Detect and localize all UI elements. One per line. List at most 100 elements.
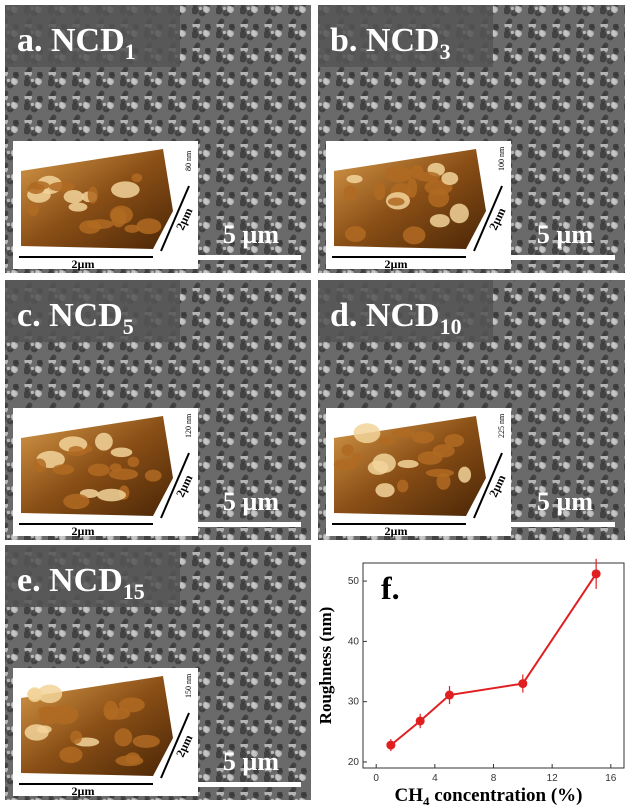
afm-grain: [59, 747, 82, 763]
afm-grain: [436, 473, 450, 490]
x-axis-label-part: CH: [394, 785, 423, 805]
panel-label-text: c. NCD: [17, 297, 123, 334]
inset-z-label: 100 nm: [497, 146, 506, 171]
afm-grain: [397, 480, 408, 493]
afm-grain: [450, 204, 469, 224]
afm-grain: [430, 214, 450, 227]
afm-grain: [145, 470, 162, 482]
data-point: [386, 741, 395, 750]
inset-z-label: 80 nm: [184, 150, 193, 171]
afm-grain: [353, 423, 380, 443]
figure: a. NCD12µm2µm80 nm5 µmb. NCD32µm2µm100 n…: [0, 0, 627, 805]
afm-grain: [125, 225, 140, 233]
inset-x-label: 2µm: [72, 784, 95, 798]
y-tick-label: 30: [348, 697, 360, 708]
y-tick-label: 20: [348, 757, 360, 768]
afm-grain: [392, 429, 414, 438]
panel-label-text: e. NCD: [17, 562, 123, 599]
afm-grain: [110, 206, 133, 224]
afm-grain: [97, 489, 126, 502]
x-tick-label: 16: [605, 773, 617, 784]
inset-z-label: 120 nm: [184, 413, 193, 438]
afm-grain: [347, 175, 363, 183]
scale-bar-label: 5 µm: [537, 487, 593, 516]
x-axis-label: CH4 concentration (%): [394, 785, 582, 805]
afm-grain: [127, 457, 139, 468]
scale-bar: [505, 522, 615, 527]
data-point: [592, 569, 601, 578]
scale-bar: [191, 782, 301, 787]
afm-grain: [114, 728, 132, 746]
x-tick-label: 8: [491, 773, 497, 784]
scale-bar-label: 5 µm: [223, 220, 279, 249]
afm-grain: [27, 203, 39, 216]
panel-label-sub: 1: [125, 39, 136, 64]
y-tick-label: 50: [348, 576, 360, 587]
afm-grain: [403, 226, 426, 244]
afm-grain: [345, 226, 366, 242]
afm-grain: [25, 724, 49, 740]
panel-label-sub: 3: [440, 39, 451, 64]
afm-grain: [341, 444, 353, 456]
afm-grain: [444, 434, 464, 447]
scale-bar: [191, 522, 301, 527]
afm-grain: [441, 172, 458, 185]
x-tick-label: 4: [432, 773, 438, 784]
afm-grain: [63, 494, 89, 509]
afm-grain: [458, 467, 471, 483]
data-point: [445, 691, 454, 700]
afm-grain: [95, 433, 113, 451]
panel-label-sub: 5: [123, 314, 134, 339]
scale-bar: [505, 255, 615, 260]
afm-grain: [133, 735, 160, 748]
afm-grain: [87, 219, 114, 229]
afm-grain: [70, 730, 82, 743]
panel-label: c. NCD5: [17, 297, 134, 339]
afm-grain: [398, 460, 419, 468]
plot-frame: [363, 563, 624, 768]
afm-grain: [428, 189, 449, 208]
inset-x-label: 2µm: [72, 257, 95, 271]
afm-grain: [385, 166, 413, 182]
x-axis-label-part: concentration (%): [429, 785, 582, 805]
afm-grain: [407, 178, 417, 198]
y-tick-label: 40: [348, 636, 360, 647]
afm-grain: [50, 705, 78, 724]
afm-grain: [115, 755, 143, 766]
panel-label-sub: 15: [123, 579, 145, 604]
data-point: [416, 716, 425, 725]
panel-label-text: d. NCD: [330, 297, 440, 334]
afm-grain: [28, 687, 43, 702]
afm-grain: [111, 181, 140, 198]
panel-label-text: b. NCD: [330, 22, 440, 59]
afm-grain: [88, 464, 110, 477]
scale-bar-label: 5 µm: [223, 747, 279, 776]
panel-label-sub: 10: [440, 314, 462, 339]
afm-grain: [412, 431, 435, 443]
panel-label: f.: [381, 570, 400, 606]
scale-bar-label: 5 µm: [537, 220, 593, 249]
afm-grain: [375, 483, 394, 497]
inset-z-label: 150 nm: [184, 673, 193, 698]
afm-grain: [344, 185, 358, 201]
afm-grain: [33, 458, 46, 472]
x-tick-label: 0: [373, 773, 379, 784]
afm-grain: [64, 190, 84, 203]
y-axis-label: Roughness (nm): [316, 607, 335, 725]
afm-grain: [69, 446, 84, 455]
afm-grain: [410, 165, 423, 179]
afm-grain: [49, 182, 75, 192]
inset-z-label: 225 nm: [497, 413, 506, 438]
afm-grain: [104, 708, 130, 720]
afm-grain: [368, 461, 389, 475]
panel-label-text: a. NCD: [17, 22, 125, 59]
afm-grain: [388, 198, 405, 206]
afm-grain: [30, 181, 50, 190]
afm-grain: [136, 218, 161, 234]
panel-label: b. NCD3: [330, 22, 451, 64]
afm-grain: [374, 182, 386, 201]
x-tick-label: 12: [547, 773, 559, 784]
inset-x-label: 2µm: [385, 524, 408, 538]
afm-grain: [88, 186, 98, 203]
scale-bar: [191, 255, 301, 260]
